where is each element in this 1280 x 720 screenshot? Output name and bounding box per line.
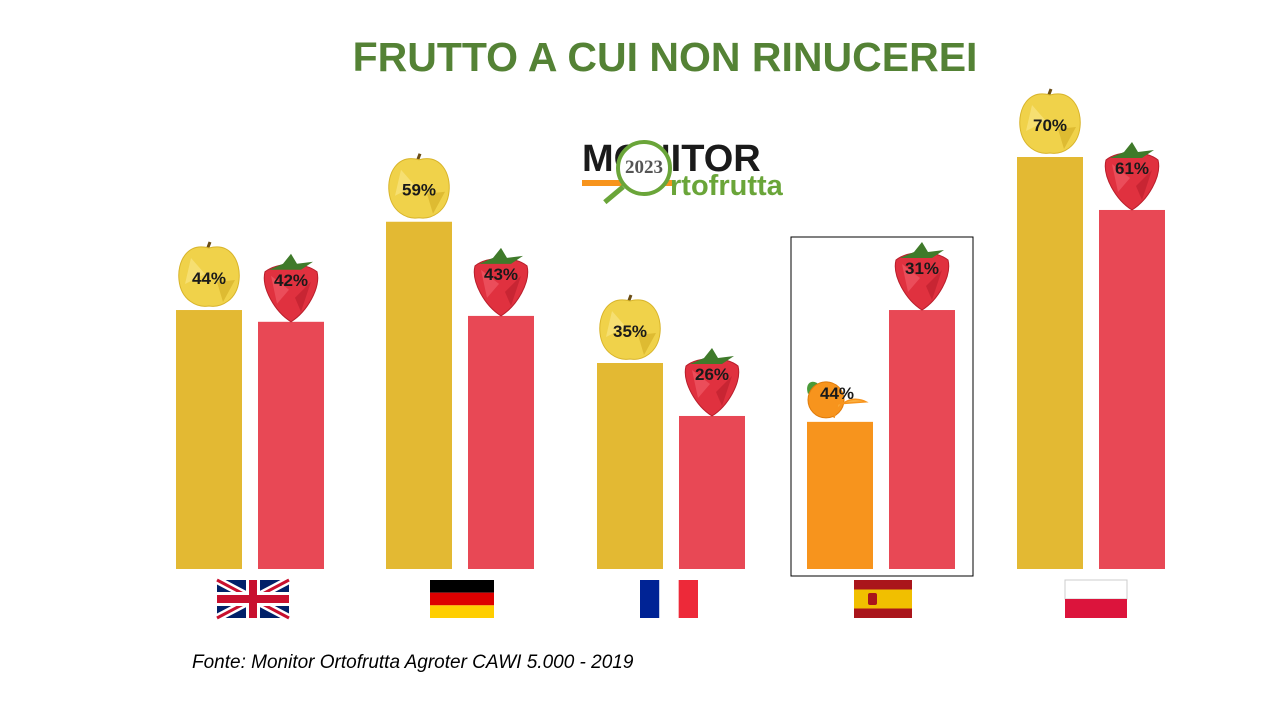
chart-title: FRUTTO A CUI NON RINUCEREI [352,34,978,80]
bar-strawberry [889,310,955,569]
bar-orange [807,421,873,569]
data-label: 70% [1033,116,1067,135]
data-label: 44% [820,384,854,403]
uk-flag [215,576,291,622]
bar-group-germany: 59% 43% [386,153,534,569]
logo-word-ortofrutta: rtofrutta [670,170,783,202]
strawberry-icon [1104,141,1160,211]
bar-strawberry [258,321,324,569]
orange-icon [807,381,869,419]
apple-icon [599,294,661,360]
germany-flag [430,580,494,618]
bar-apple [386,221,452,569]
source-note: Fonte: Monitor Ortofrutta Agroter CAWI 5… [192,652,634,673]
data-label: 43% [484,265,518,284]
bar-strawberry [468,315,534,569]
bar-apple [597,363,663,569]
strawberry-icon [894,242,950,311]
logo-year: 2023 [625,157,663,178]
apple-icon [388,153,450,219]
poland-flag [1064,579,1128,618]
strawberry-icon [263,253,319,323]
data-label: 26% [695,365,729,384]
magnifier-icon: 2023 [616,140,672,196]
bar-group-poland: 70% 61% [1017,88,1165,569]
monitor-ortofrutta-logo: MONITOR 2023 rtofrutta [580,138,800,210]
strawberry-icon [684,347,740,417]
bar-apple [1017,157,1083,569]
spain-flag [854,580,912,618]
bar-group-spain: 44% 31% [790,236,974,577]
france-flag [640,580,698,618]
bar-strawberry [679,415,745,569]
data-label: 44% [192,269,226,288]
bar-strawberry [1099,209,1165,569]
data-label: 35% [613,322,647,341]
apple-icon [1019,88,1081,154]
data-label: 42% [274,271,308,290]
highlight-box [790,236,974,577]
data-label: 31% [905,259,939,278]
data-label: 59% [402,181,436,200]
apple-icon [178,241,240,307]
bar-apple [176,310,242,569]
bar-group-uk: 44% 42% [176,241,324,569]
bar-group-france: 35% 26% [597,294,745,569]
strawberry-icon [473,247,529,317]
data-label: 61% [1115,159,1149,178]
